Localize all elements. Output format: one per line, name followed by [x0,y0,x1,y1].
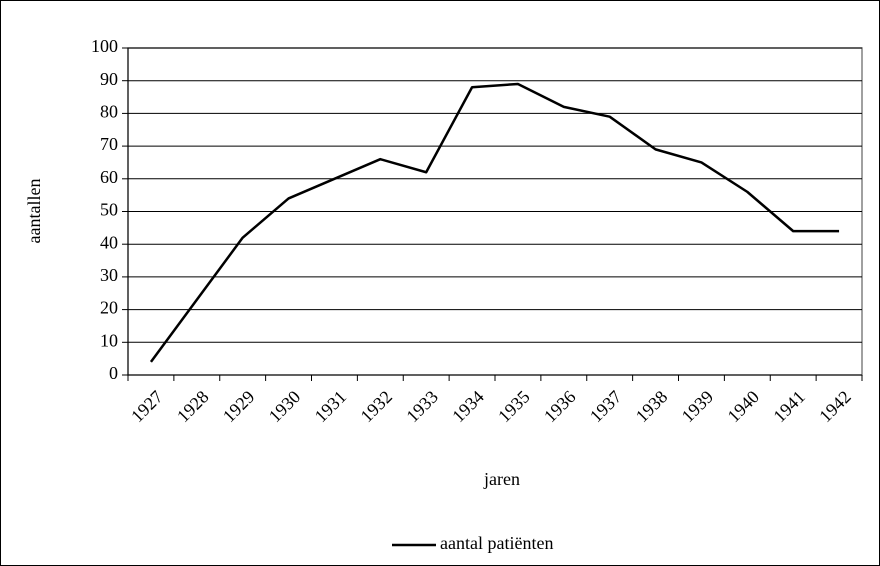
y-tick-label: 100 [91,36,118,56]
y-tick-label: 90 [100,69,118,89]
legend-label: aantal patiënten [440,533,553,553]
y-tick-label: 10 [100,330,118,350]
x-axis-label: jaren [483,469,520,489]
y-tick-label: 30 [100,265,118,285]
y-tick-label: 40 [100,232,118,252]
y-tick-label: 0 [109,363,118,383]
y-tick-label: 20 [100,298,118,318]
y-axis-label: aantallen [24,179,44,244]
line-series [149,82,840,363]
y-tick-label: 80 [100,102,118,122]
y-tick-label: 50 [100,200,118,220]
y-tick-label: 70 [100,134,118,154]
y-tick-label: 60 [100,167,118,187]
